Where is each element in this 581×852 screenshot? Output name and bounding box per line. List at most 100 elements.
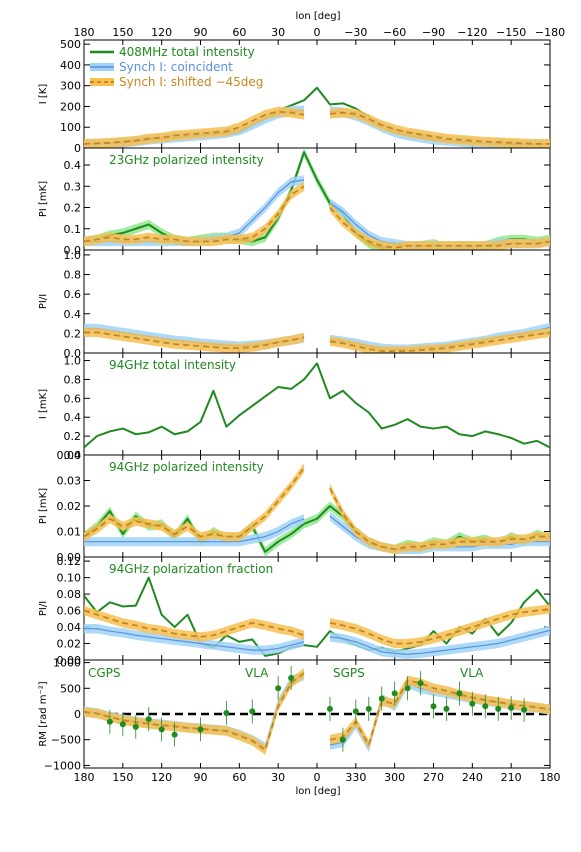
y-tick-label: 0.0 bbox=[64, 347, 82, 360]
panel-7: −1000 −500 0 500 1000 RM [rad m⁻²] CGPS VLA SGPS… bbox=[38, 657, 551, 772]
rm-point bbox=[443, 705, 450, 712]
bottom-tick-label: 240 bbox=[462, 771, 483, 784]
rm-point bbox=[158, 726, 165, 733]
panels: 0 100 200 300 400 500 I [K] 0.0 0.1 0.2 0.3 0.4 PI [… bbox=[38, 38, 551, 772]
rm-point bbox=[378, 695, 385, 702]
rm-point bbox=[508, 704, 515, 711]
y-tick-label: 0 bbox=[74, 142, 81, 155]
top-axis-label: lon [deg] bbox=[295, 11, 340, 22]
rm-annotation: VLA bbox=[245, 666, 269, 680]
panel-body bbox=[84, 322, 550, 353]
series-band bbox=[84, 463, 305, 542]
series-band bbox=[329, 675, 550, 750]
panel-title: 94GHz total intensity bbox=[109, 358, 236, 372]
y-tick-label: 0.4 bbox=[64, 411, 82, 424]
series-line bbox=[84, 674, 305, 749]
y-tick-label: 400 bbox=[60, 59, 81, 72]
y-tick-label: 0.0 bbox=[64, 449, 82, 462]
series-line bbox=[84, 185, 305, 243]
rm-point bbox=[145, 716, 152, 723]
panel-body bbox=[84, 86, 550, 148]
rm-point bbox=[171, 731, 178, 738]
y-tick-label: 0.4 bbox=[64, 159, 82, 172]
y-tick-label: 300 bbox=[60, 80, 81, 93]
series-band bbox=[329, 107, 550, 148]
rm-point bbox=[417, 680, 424, 687]
y-tick-label: 0.03 bbox=[57, 475, 82, 488]
bottom-tick-label: 120 bbox=[151, 771, 172, 784]
y-tick-label: 500 bbox=[60, 682, 81, 695]
bottom-axis-label: lon [deg] bbox=[295, 786, 340, 797]
top-tick-label: 30 bbox=[271, 26, 285, 39]
y-tick-label: 0.8 bbox=[64, 373, 82, 386]
series-line bbox=[329, 608, 550, 645]
y-tick-label: 0 bbox=[74, 708, 81, 721]
y-tick-label: −1000 bbox=[44, 759, 81, 772]
y-tick-label: 0.3 bbox=[64, 180, 82, 193]
y-axis-label: I [K] bbox=[38, 84, 49, 105]
rm-annotation: CGPS bbox=[88, 666, 121, 680]
series-line bbox=[329, 679, 550, 746]
panel-2: 0.0 0.1 0.2 0.3 0.4 PI [mK] 23GHz polarized in… bbox=[38, 147, 551, 257]
y-tick-label: 100 bbox=[60, 121, 81, 134]
series-line bbox=[84, 628, 305, 651]
y-tick-label: 0.6 bbox=[64, 392, 82, 405]
panel-title: 94GHz polarization fraction bbox=[109, 562, 273, 576]
series-line bbox=[329, 629, 550, 655]
rm-point bbox=[430, 703, 437, 710]
rm-point bbox=[197, 726, 204, 733]
rm-point bbox=[456, 690, 463, 697]
y-tick-label: 0.00 bbox=[57, 654, 82, 667]
y-tick-label: 0.6 bbox=[64, 288, 82, 301]
y-tick-label: 0.08 bbox=[57, 588, 82, 601]
bottom-tick-label: 150 bbox=[112, 771, 133, 784]
y-tick-label: 1.0 bbox=[64, 355, 82, 368]
panel-3: 0.0 0.2 0.4 0.6 0.8 1.0 PI/I bbox=[38, 249, 551, 360]
y-tick-label: 0.1 bbox=[64, 223, 82, 236]
rm-point bbox=[495, 705, 502, 712]
rm-point bbox=[288, 675, 295, 681]
y-tick-label: 0.2 bbox=[64, 202, 82, 215]
top-tick-label: −150 bbox=[496, 26, 526, 39]
y-tick-label: 0.01 bbox=[57, 526, 82, 539]
y-tick-label: 0.04 bbox=[57, 621, 82, 634]
bottom-axis: lon [deg] 180 150 120 90 60 30 0 330 300 270 240 21… bbox=[74, 771, 561, 797]
bottom-tick-label: 270 bbox=[423, 771, 444, 784]
y-axis-label: RM [rad m⁻²] bbox=[38, 681, 49, 746]
legend-label-coincident: Synch I: coincident bbox=[119, 60, 233, 74]
top-tick-label: 150 bbox=[112, 26, 133, 39]
series-band bbox=[329, 678, 550, 753]
series-band bbox=[84, 667, 305, 755]
y-tick-label: 0.8 bbox=[64, 269, 82, 282]
legend: 408MHz total intensity Synch I: coincide… bbox=[90, 45, 263, 89]
series-line bbox=[84, 362, 550, 449]
series-line bbox=[329, 487, 550, 551]
rm-point bbox=[352, 708, 359, 715]
bottom-tick-label: 60 bbox=[232, 771, 246, 784]
y-tick-label: 0.02 bbox=[57, 638, 82, 651]
panel-body bbox=[84, 576, 550, 659]
top-tick-label: 180 bbox=[74, 26, 95, 39]
rm-point bbox=[223, 709, 230, 716]
top-tick-label: −180 bbox=[535, 26, 565, 39]
rm-point bbox=[326, 705, 333, 712]
y-axis-label: PI/I bbox=[38, 294, 49, 309]
legend-label-408mhz: 408MHz total intensity bbox=[119, 45, 255, 59]
rm-point bbox=[106, 718, 113, 725]
y-tick-label: 500 bbox=[60, 38, 81, 51]
bottom-tick-label: 90 bbox=[194, 771, 208, 784]
y-tick-label: 0.04 bbox=[57, 449, 82, 462]
series-line bbox=[329, 111, 550, 145]
y-tick-label: 0.0 bbox=[64, 244, 82, 257]
panel-body bbox=[84, 148, 550, 250]
series-band bbox=[329, 202, 550, 250]
series-band bbox=[84, 181, 305, 247]
series-line bbox=[84, 331, 305, 349]
y-tick-label: 0.02 bbox=[57, 500, 82, 513]
y-tick-label: 0.06 bbox=[57, 605, 82, 618]
panel-body bbox=[84, 666, 550, 755]
top-tick-label: 60 bbox=[232, 26, 246, 39]
bottom-tick-label: 30 bbox=[271, 771, 285, 784]
panel-body bbox=[84, 362, 550, 449]
top-tick-label: 120 bbox=[151, 26, 172, 39]
